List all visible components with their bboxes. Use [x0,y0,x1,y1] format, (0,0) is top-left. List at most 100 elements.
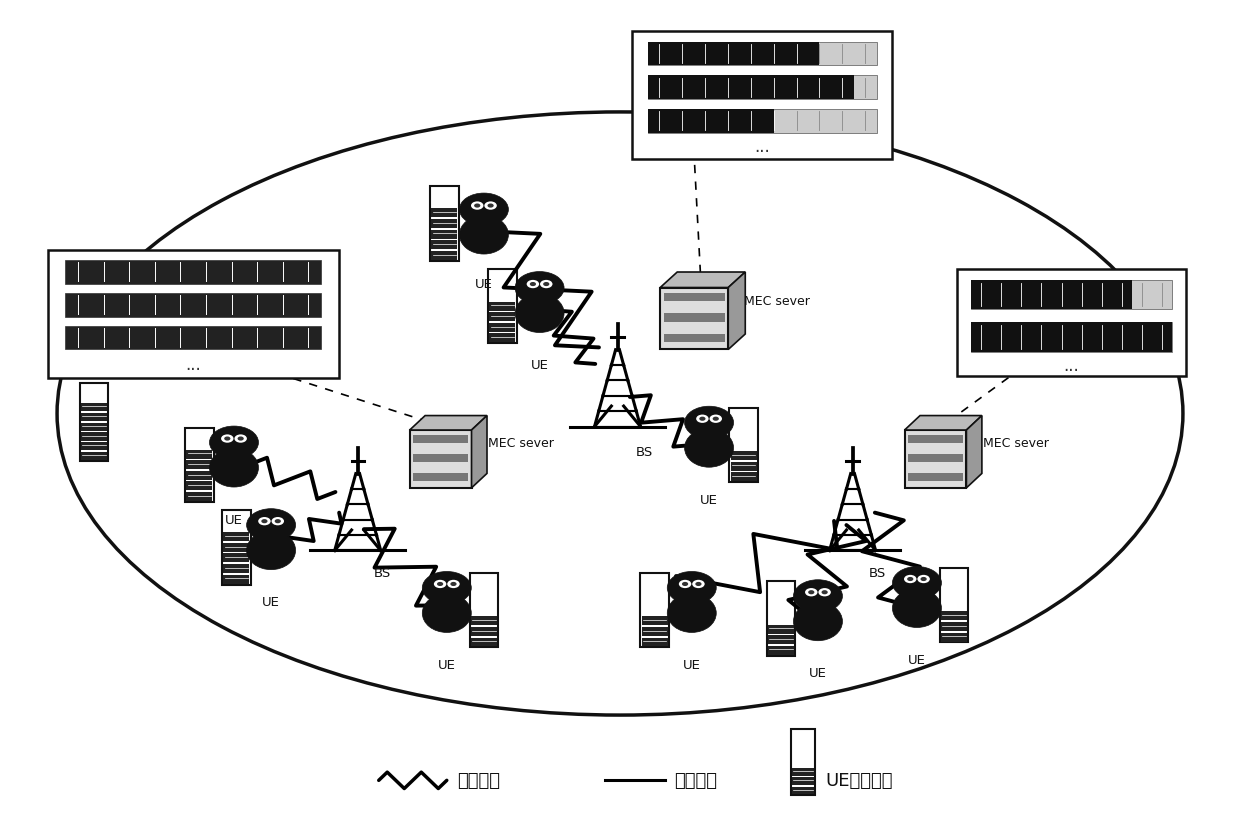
Bar [81,423,107,431]
Bar [663,314,724,322]
Ellipse shape [57,113,1183,715]
Bar [768,635,794,644]
Bar [79,383,108,461]
Bar [649,110,877,133]
Bar [490,324,516,332]
Bar [649,110,774,133]
Bar [904,431,966,489]
Text: BS: BS [636,445,653,459]
Text: UE: UE [908,653,926,667]
Bar [432,219,458,229]
Text: UE: UE [531,359,548,372]
Bar [663,335,724,343]
Bar [489,270,517,344]
Circle shape [423,572,471,604]
Polygon shape [660,272,745,288]
Circle shape [448,580,460,589]
Bar [66,261,321,284]
Bar [413,436,467,443]
Bar [729,408,758,483]
Bar [768,625,794,633]
Bar [957,270,1185,377]
Text: UE: UE [262,595,280,609]
Circle shape [527,281,539,289]
Bar [432,241,458,250]
Text: BS: BS [373,566,391,580]
Circle shape [221,435,233,443]
Bar [649,42,820,66]
Bar [649,76,877,99]
Bar [490,302,516,311]
Circle shape [684,407,734,440]
Circle shape [543,282,549,286]
Ellipse shape [423,594,471,633]
Bar [641,638,667,647]
Bar [971,323,1172,352]
Bar [432,230,458,239]
Circle shape [210,426,258,460]
Circle shape [485,202,497,210]
Circle shape [515,272,564,305]
Bar [81,452,107,460]
Bar [632,32,893,161]
Text: 有线链路: 有线链路 [675,772,718,789]
Ellipse shape [210,449,258,488]
Bar [908,474,962,482]
Circle shape [678,580,692,589]
Circle shape [474,205,480,209]
Bar [941,612,967,620]
Polygon shape [471,416,487,489]
Text: ...: ... [185,355,201,373]
Circle shape [434,580,446,589]
Circle shape [450,582,456,586]
Circle shape [262,519,268,523]
Circle shape [794,580,842,613]
Circle shape [436,582,443,586]
Circle shape [893,567,941,599]
Bar [471,638,497,647]
Text: MEC sever: MEC sever [982,436,1048,450]
Bar [186,471,212,480]
Circle shape [696,415,708,423]
Bar [223,575,249,584]
Bar [185,428,213,503]
Text: UE任务队列: UE任务队列 [826,772,893,789]
Bar [649,76,853,99]
Bar [971,280,1172,310]
Text: MEC sever: MEC sever [744,295,810,307]
Circle shape [529,282,536,286]
Bar [223,543,249,552]
Polygon shape [904,416,982,431]
Bar [186,493,212,502]
Circle shape [805,589,817,597]
Bar [730,473,756,482]
Bar [223,554,249,563]
Text: UE: UE [808,667,827,680]
Circle shape [808,590,815,595]
Bar [640,573,668,647]
Ellipse shape [667,594,717,633]
Bar [222,511,250,585]
Bar [660,288,728,350]
Bar [641,617,667,625]
Bar [432,252,458,261]
Circle shape [234,435,247,443]
Text: 无线链路: 无线链路 [456,772,500,789]
Bar [186,460,212,469]
Bar [766,581,795,656]
Bar [490,334,516,343]
Polygon shape [409,416,487,431]
Circle shape [471,202,484,210]
Bar [470,573,498,647]
Text: UE: UE [475,278,492,291]
Circle shape [224,437,231,441]
Bar [791,729,816,795]
Circle shape [908,577,914,581]
Bar [430,187,459,262]
Bar [48,251,339,379]
Ellipse shape [515,295,564,333]
Circle shape [667,572,717,604]
Text: UE: UE [683,658,701,672]
Circle shape [238,437,244,441]
Circle shape [918,575,930,584]
